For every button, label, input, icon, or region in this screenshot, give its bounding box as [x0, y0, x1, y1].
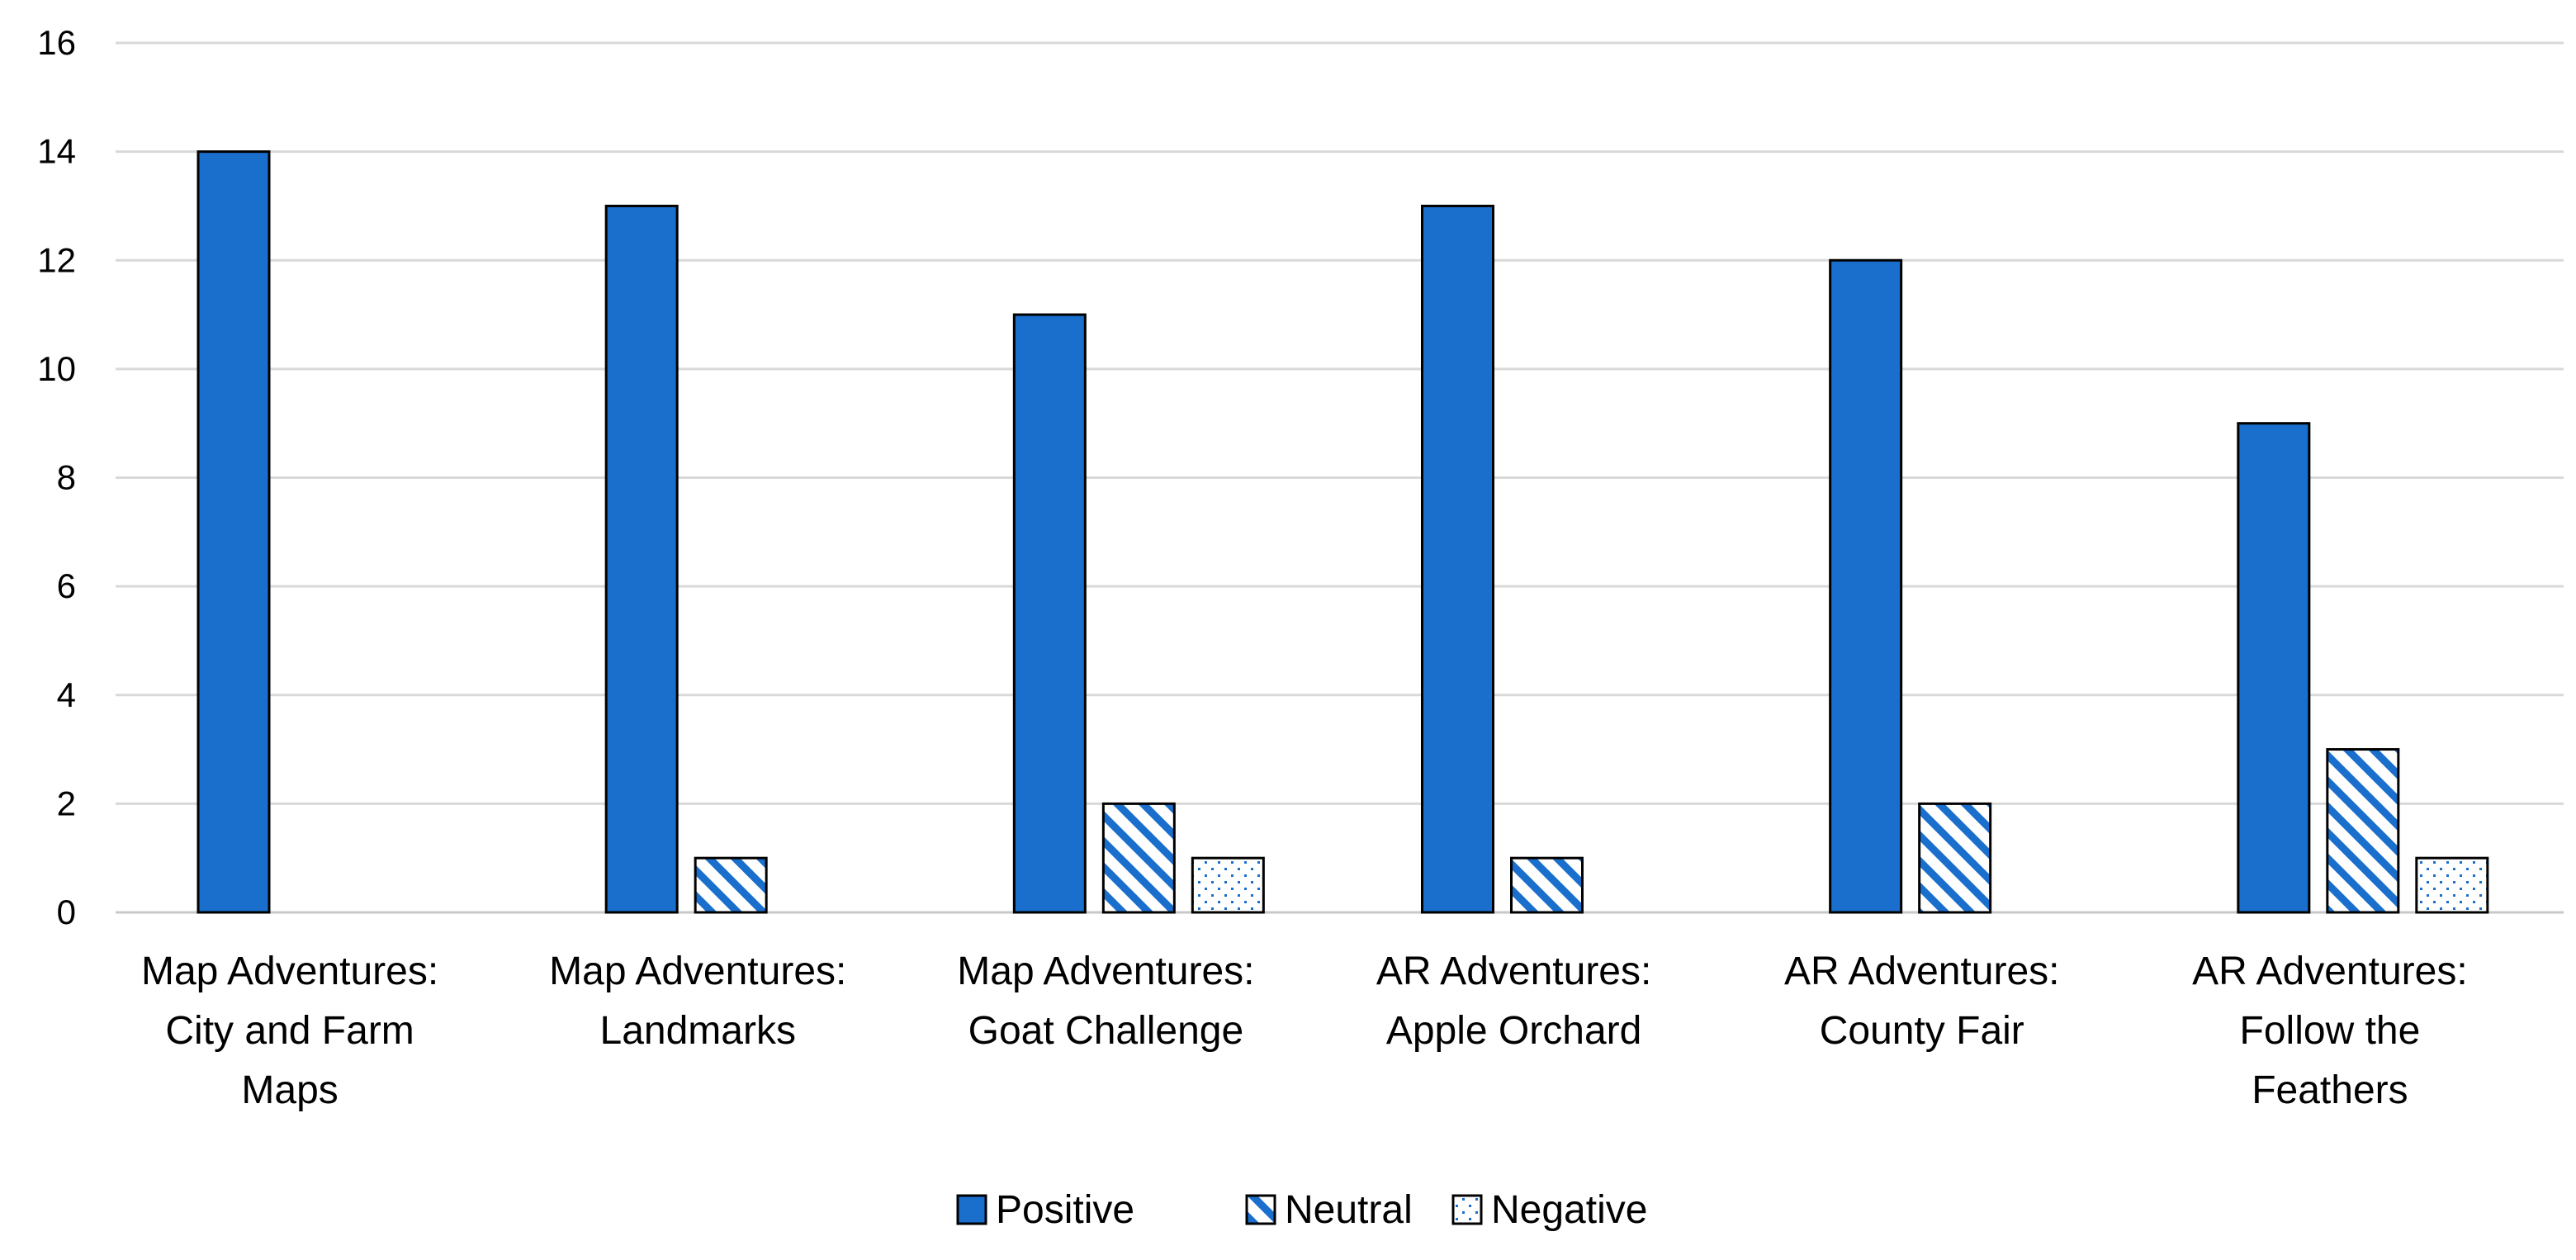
legend-label-negative: Negative: [1491, 1188, 1647, 1232]
bar-negative: [2415, 856, 2489, 914]
bar-neutral: [2326, 748, 2400, 914]
y-tick-label: 12: [37, 240, 76, 279]
bar-positive: [197, 150, 271, 914]
x-category-label: AR Adventures: Follow the Feathers: [2192, 950, 2468, 1112]
legend-swatch-neutral: [1245, 1194, 1276, 1225]
bar-neutral: [694, 856, 768, 914]
y-tick-label: 0: [57, 893, 76, 931]
bar-neutral: [1918, 802, 1992, 914]
bar-positive: [1829, 258, 1903, 914]
x-category-label: Map Adventures: Goat Challenge: [957, 950, 1254, 1053]
legend-swatch-negative: [1451, 1194, 1483, 1225]
x-category-label: Map Adventures: City and Farm Maps: [141, 950, 438, 1112]
bar-positive: [2237, 422, 2311, 914]
legend-swatch-positive: [956, 1194, 987, 1225]
bar-positive: [1421, 204, 1494, 914]
bar-neutral: [1510, 856, 1584, 914]
x-axis-category-labels: Map Adventures: City and Farm Maps Map Adve…: [141, 950, 2468, 1112]
legend: Positive Neutral Negative: [956, 1188, 1647, 1232]
y-tick-label: 8: [57, 458, 76, 497]
y-tick-label: 16: [37, 23, 76, 62]
y-tick-label: 6: [57, 566, 76, 605]
y-tick-label: 14: [37, 132, 76, 171]
y-tick-label: 4: [57, 675, 76, 714]
bar-positive: [1012, 313, 1087, 914]
y-tick-label: 2: [57, 784, 76, 822]
legend-label-neutral: Neutral: [1285, 1188, 1413, 1232]
gridlines: [116, 41, 2564, 914]
x-category-label: Map Adventures: Landmarks: [549, 950, 846, 1053]
bar-negative: [1191, 856, 1265, 914]
x-category-label: AR Adventures: Apple Orchard: [1376, 950, 1652, 1053]
bar-neutral: [1101, 802, 1176, 914]
x-category-label: AR Adventures: County Fair: [1784, 950, 2060, 1053]
y-axis-tick-labels: 0 2 4 6 8 10 12 14 16: [37, 23, 76, 931]
legend-label-positive: Positive: [996, 1188, 1134, 1232]
bars: [197, 150, 2489, 914]
bar-positive: [604, 204, 679, 914]
y-tick-label: 10: [37, 349, 76, 388]
